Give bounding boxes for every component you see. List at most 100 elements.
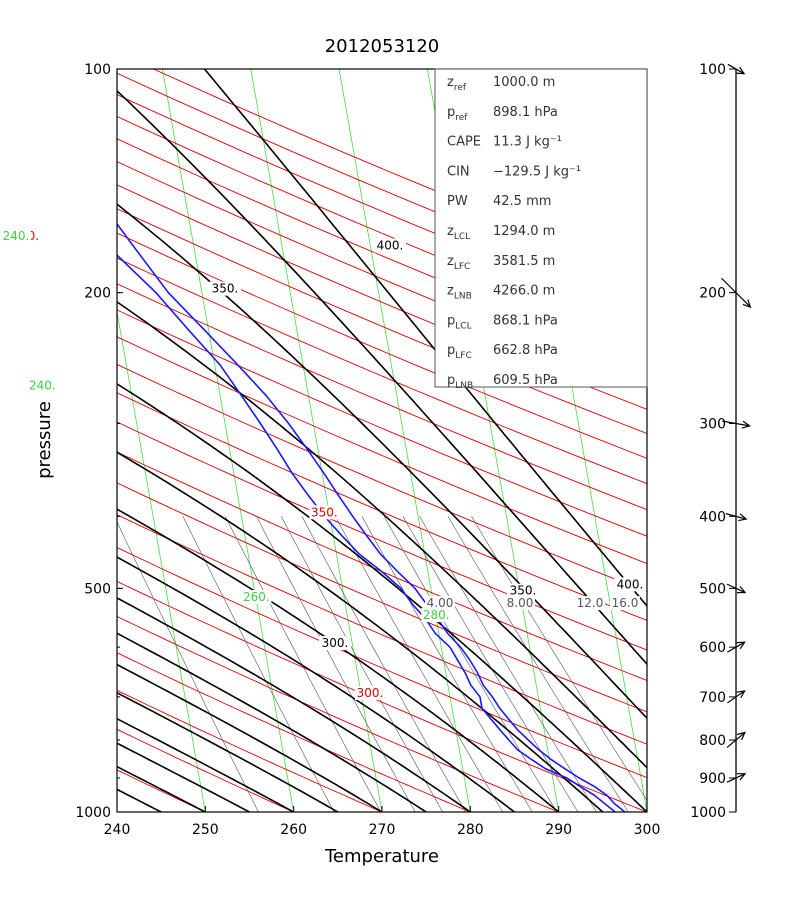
wind-pressure-label: 700 — [699, 690, 726, 706]
wind-arrow-head — [742, 299, 752, 309]
info-symbol: zLFC — [447, 254, 470, 272]
mixing-ratio-line — [225, 516, 382, 812]
x-tick-label: 260 — [280, 822, 307, 838]
y-axis-title: pressure — [34, 401, 55, 479]
wind-arrow — [726, 732, 746, 748]
moist-adiabat-line — [117, 788, 162, 812]
line-labels: 300.350.400.220.240.260.280.240.300.350.… — [0, 229, 646, 700]
info-symbol: CIN — [447, 164, 470, 179]
label-background — [354, 685, 385, 700]
dry-adiabat-line — [117, 138, 647, 364]
info-symbol-main: z — [447, 75, 454, 90]
moist-adiabat-line — [117, 596, 471, 812]
wind-arrow — [727, 641, 745, 653]
moist-adiabat-line — [117, 632, 427, 812]
wind-arrow — [722, 420, 750, 427]
mixing-ratio-label: 16.0 — [612, 596, 639, 610]
isotherm-label: 260. — [243, 590, 270, 604]
dry-adiabat-line — [117, 257, 647, 485]
wind-arrow-head — [736, 66, 746, 75]
x-tick-label: 250 — [192, 822, 219, 838]
wind-arrow — [726, 583, 746, 594]
wind-arrow-head — [736, 690, 746, 699]
moist-adiabat-label: 350. — [510, 584, 537, 598]
info-symbol-main: p — [447, 343, 455, 358]
moist-adiabat-line — [117, 300, 647, 769]
wind-pressure-label: 800 — [699, 733, 726, 749]
info-value: 1294.0 m — [493, 224, 555, 239]
mixing-ratio-line — [419, 516, 597, 812]
label-background — [241, 589, 272, 604]
dry-adiabat-label: 300. — [357, 686, 384, 700]
mixing-ratio-line — [383, 516, 558, 812]
info-value: 11.3 J kg⁻¹ — [493, 135, 562, 150]
dry-adiabat-line — [117, 309, 647, 537]
wind-pressure-label: 300 — [699, 417, 726, 433]
dry-adiabat-line — [117, 421, 647, 651]
wind-arrow-head — [741, 420, 751, 429]
info-value: 1000.0 m — [493, 75, 555, 90]
isotherm-line — [250, 69, 383, 812]
info-symbol: PW — [447, 194, 468, 209]
info-symbol: pLCL — [447, 313, 472, 331]
label-background — [209, 281, 241, 296]
moist-adiabat-line — [117, 742, 250, 812]
label-background — [309, 505, 340, 520]
label-background — [614, 577, 646, 592]
info-value: 3581.5 m — [493, 254, 555, 269]
info-symbol-main: z — [447, 284, 454, 299]
wind-arrow — [726, 773, 746, 783]
info-symbol: zref — [447, 75, 467, 93]
wind-arrow-head — [737, 585, 747, 594]
y-tick-label: 100 — [84, 62, 111, 78]
isotherm-line — [338, 69, 471, 812]
wind-arrow — [725, 513, 747, 520]
temperature-profile-line — [117, 222, 626, 812]
mixing-ratio-line — [335, 516, 503, 812]
info-symbol-main: PW — [447, 194, 468, 209]
dry-adiabat-line — [117, 363, 647, 593]
dry-adiabat-line — [117, 184, 647, 410]
moist-adiabat-line — [117, 691, 339, 812]
wind-arrow — [721, 277, 751, 308]
mixing-ratio-label: 4.00 — [427, 596, 454, 610]
info-value: 4266.0 m — [493, 284, 555, 299]
label-background — [374, 238, 406, 253]
wind-arrow-head — [738, 513, 748, 522]
x-tick-label: 300 — [634, 822, 661, 838]
label-background — [575, 596, 605, 611]
moist-adiabat-line — [117, 717, 295, 812]
isotherm-label: 240. — [3, 229, 30, 243]
dry-adiabat-line — [117, 451, 647, 681]
axes: 240 250 260 270 280 290 300 100 200 500 1000 — [75, 62, 660, 838]
moist-adiabat-line — [117, 811, 118, 812]
wind-pressure-label: 1000 — [690, 805, 726, 821]
info-symbol-main: z — [447, 224, 454, 239]
label-background — [425, 596, 455, 611]
info-symbol: CAPE — [447, 135, 481, 150]
info-symbol-subscript: ref — [454, 83, 467, 93]
dry-adiabat-line — [117, 336, 647, 565]
dry-adiabat-line — [117, 232, 647, 459]
x-tick-label: 290 — [545, 822, 572, 838]
x-tick-label: 270 — [369, 822, 396, 838]
isotherm-line — [117, 309, 206, 812]
moist-adiabat-line — [117, 556, 515, 812]
dry-adiabat-line — [117, 689, 383, 812]
moist-adiabat-line — [117, 89, 647, 666]
x-tick-label: 240 — [104, 822, 131, 838]
moist-adiabat-line — [117, 451, 604, 812]
moist-adiabat-label: 300. — [322, 636, 349, 650]
info-symbol-main: z — [447, 254, 454, 269]
isotherm-label: 240. — [29, 379, 56, 393]
info-box-frame — [434, 68, 648, 388]
mixing-ratio-line — [301, 516, 466, 812]
dry-adiabat-line — [117, 616, 559, 812]
mixing-ratio-line — [361, 516, 533, 812]
dry-adiabat-line — [117, 392, 647, 621]
label-background — [610, 596, 640, 611]
dry-adiabat-line — [117, 652, 471, 812]
moist-adiabat-label: 400. — [377, 239, 404, 253]
mixing-ratio-line — [117, 521, 259, 812]
